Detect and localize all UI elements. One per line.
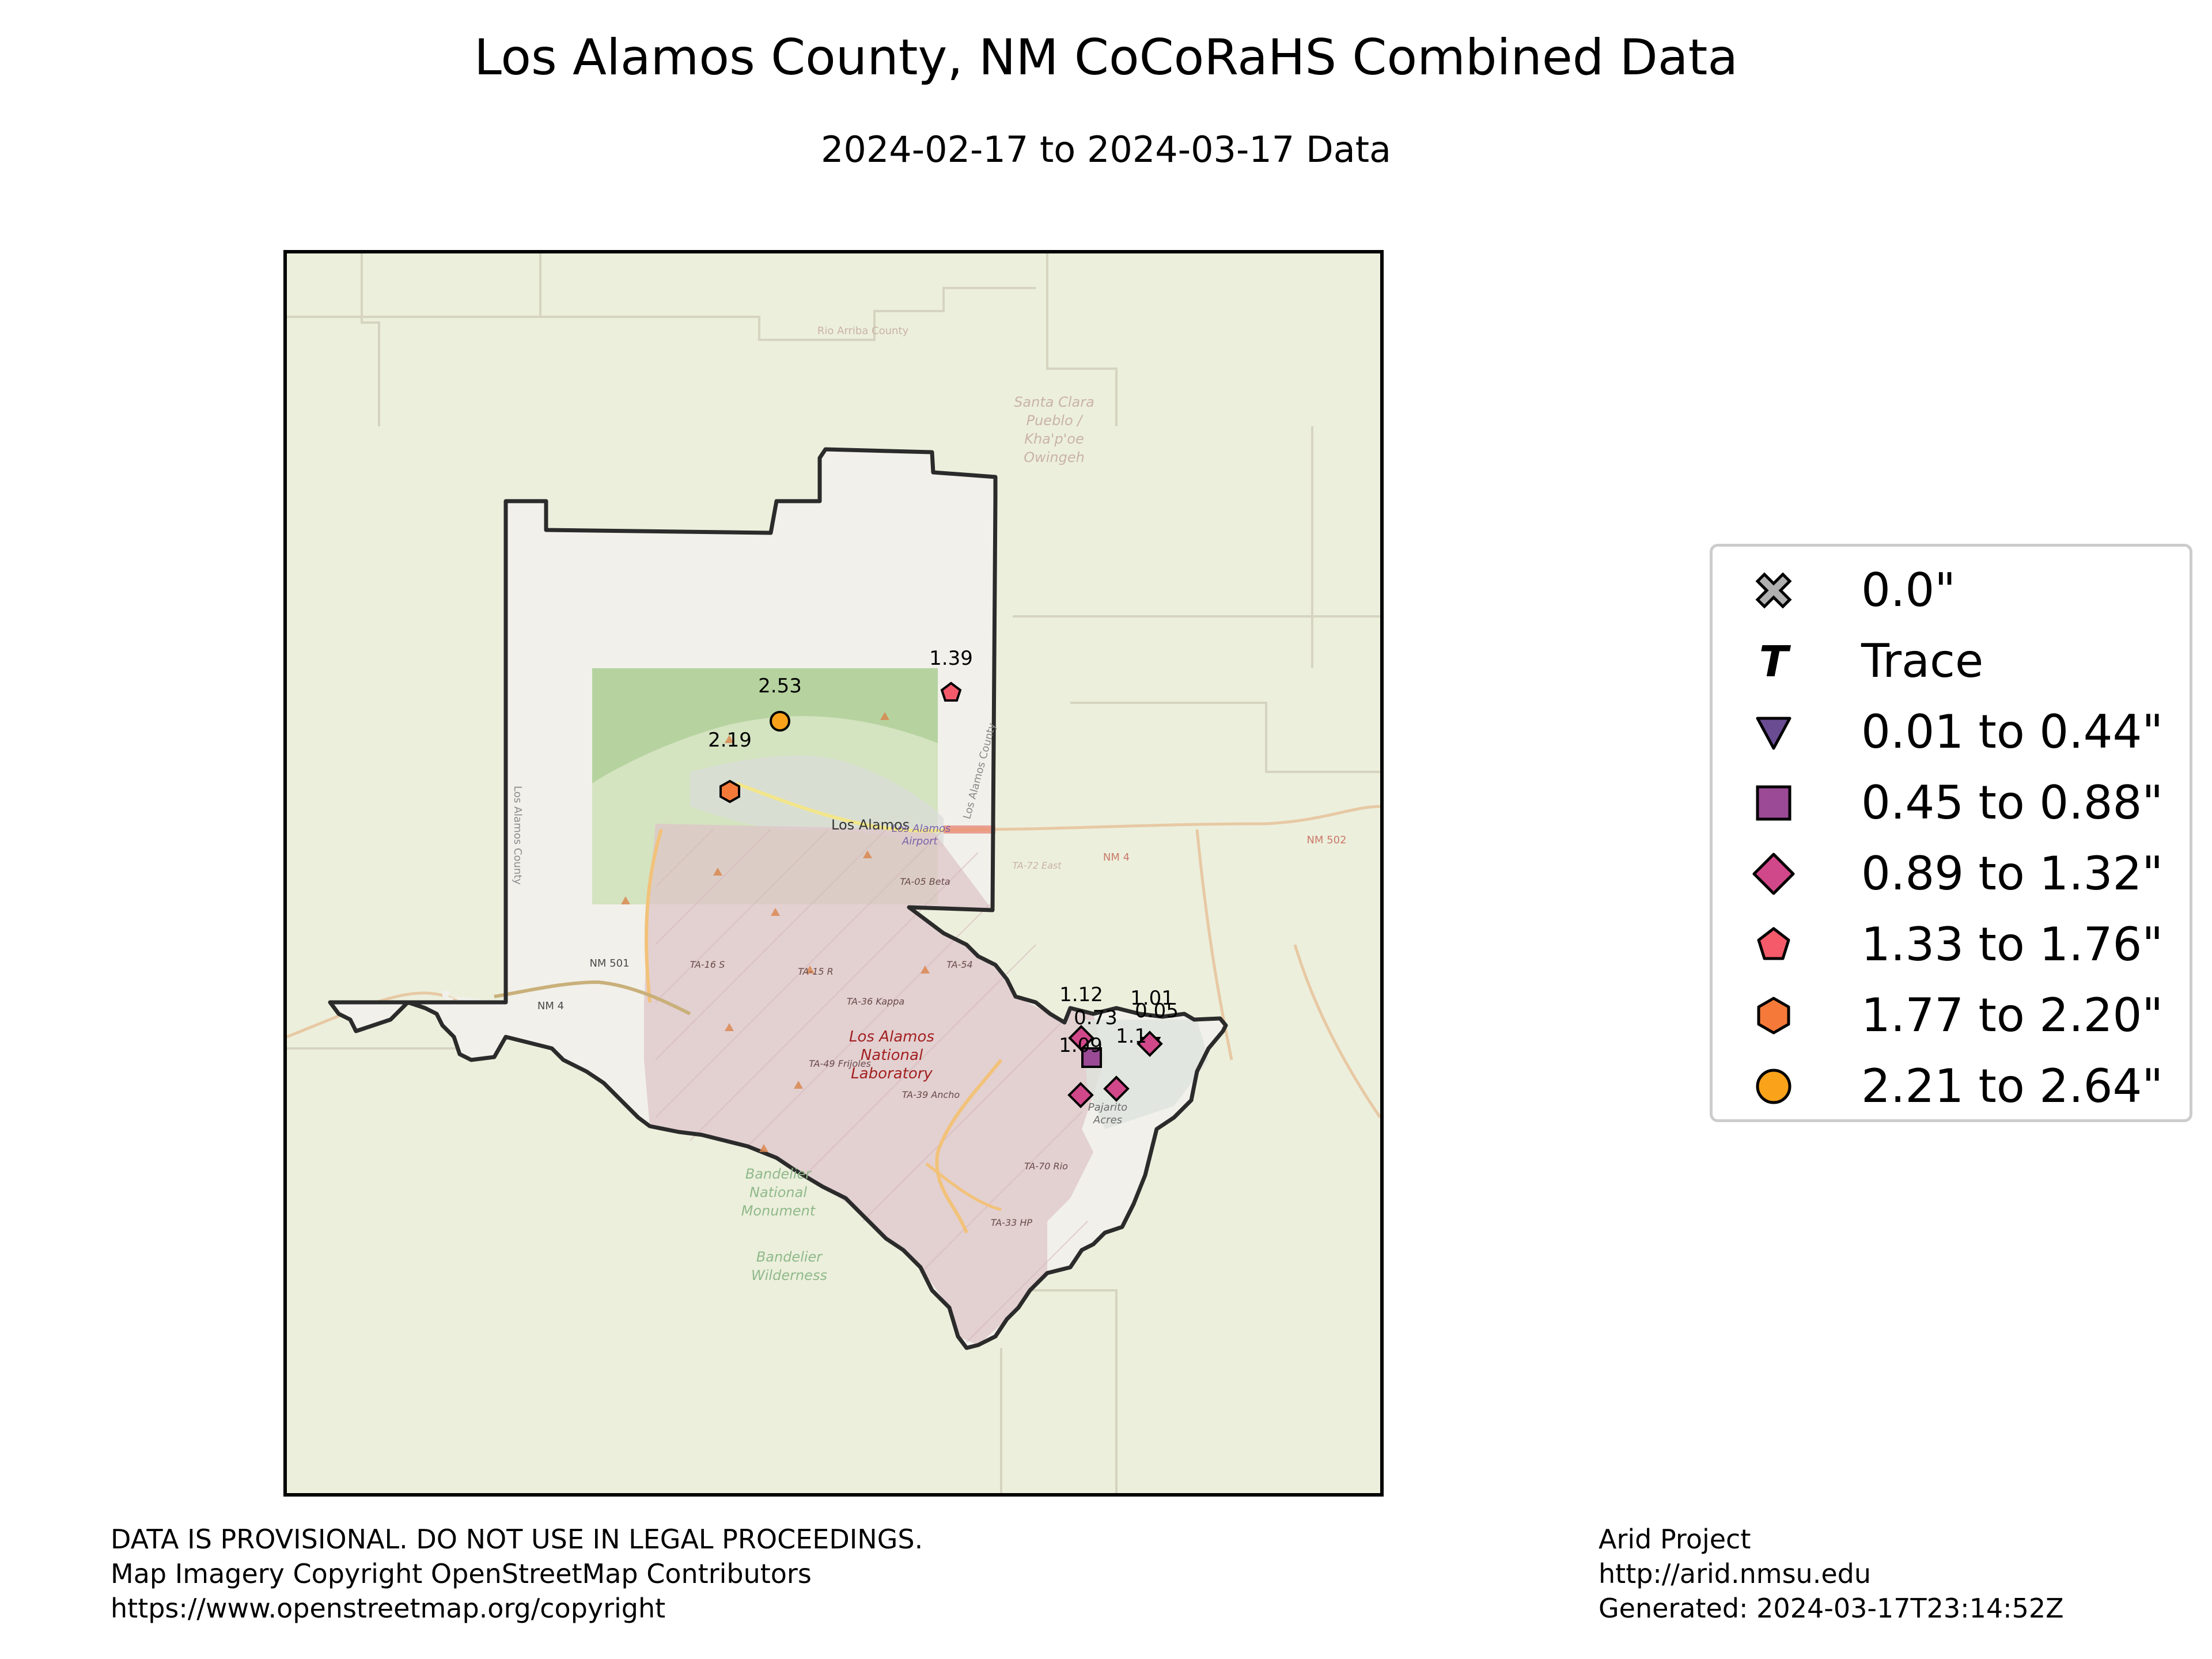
copyright-text: Map Imagery Copyright OpenStreetMap Cont…: [111, 1558, 812, 1589]
lab-label-1: Los Alamos: [849, 1028, 934, 1046]
bandelier-label-3: Monument: [741, 1203, 816, 1219]
white-rock-label-1: Pajarito: [1088, 1101, 1127, 1113]
diamond-icon: [1752, 853, 1795, 895]
circle-icon: [1756, 1069, 1791, 1104]
legend-label: 1.77 to 2.20": [1861, 988, 2164, 1042]
ta70-label: TA-70 Rio: [1024, 1161, 1068, 1172]
station-label: 0.73: [1074, 1006, 1118, 1029]
legend-item-range-6: 2.21 to 2.64": [1713, 1051, 2190, 1122]
credits-footer: Arid Project http://arid.nmsu.edu Generate…: [1599, 1522, 2064, 1626]
station-label: 0.05: [1135, 999, 1179, 1022]
copyright-link[interactable]: https://www.openstreetmap.org/copyright: [111, 1593, 666, 1624]
pueblo-label-4: Owingeh: [1024, 449, 1085, 465]
peak-markers: [621, 712, 930, 1152]
ta39-label: TA-39 Ancho: [902, 1089, 960, 1100]
legend-item-range-2: 0.45 to 0.88": [1713, 767, 2190, 838]
basemap: Los Alamos Los Alamos Airport Los Alamos…: [287, 253, 1380, 1493]
county-outline: [328, 447, 1228, 1350]
bandelier-label-2: National: [749, 1184, 807, 1200]
project-name: Arid Project: [1599, 1524, 1751, 1555]
nm4-east-label: NM 4: [1103, 851, 1130, 863]
ta15-label: TA-15 R: [798, 966, 834, 977]
legend-label: 1.33 to 1.76": [1861, 918, 2164, 971]
station-marker-diamond[interactable]: [1137, 1031, 1163, 1057]
station-label: 1.1: [1116, 1025, 1147, 1048]
legend-label: 0.01 to 0.44": [1861, 705, 2164, 759]
ta49-label: TA-49 Frijoles: [809, 1058, 871, 1069]
nm501-label: NM 501: [589, 957, 629, 969]
pueblo-label-2: Pueblo /: [1027, 412, 1084, 429]
map-title: Los Alamos County, NM CoCoRaHS Combined …: [474, 29, 1738, 86]
legend-label: 0.89 to 1.32": [1861, 847, 2164, 900]
legend-item-range-5: 1.77 to 2.20": [1713, 980, 2190, 1051]
legend-item-trace: T Trace: [1713, 626, 2190, 696]
legend-label: Trace: [1861, 634, 1984, 688]
legend-item-range-1: 0.01 to 0.44": [1713, 696, 2190, 767]
station-marker-hexagon[interactable]: [719, 779, 740, 804]
ta16-label: TA-16 S: [690, 959, 725, 970]
disclaimer-footer: DATA IS PROVISIONAL. DO NOT USE IN LEGAL…: [111, 1522, 923, 1626]
station-markers: [719, 681, 1163, 1108]
station-label: 2.53: [758, 675, 802, 698]
station-label: 1.39: [929, 647, 973, 670]
ta33-label: TA-33 HP: [991, 1217, 1033, 1228]
nm4-west-label: NM 4: [537, 1000, 564, 1012]
wilderness-label-2: Wilderness: [751, 1267, 827, 1283]
legend-item-range-4: 1.33 to 1.76": [1713, 909, 2190, 980]
pueblo-label-1: Santa Clara: [1014, 394, 1094, 410]
airport-label-2: Airport: [902, 835, 938, 847]
station-labels: 2.53 1.39 2.19 1.12 0.73 1.09 1.01 0.05 …: [708, 647, 1179, 1057]
station-marker-circle[interactable]: [770, 711, 790, 732]
x-marker-icon: [1755, 572, 1792, 609]
county-vertical-label: Los Alamos County: [512, 786, 524, 885]
wilderness-label-1: Bandelier: [756, 1249, 823, 1265]
forest-dense: [592, 668, 938, 783]
station-label: 1.09: [1059, 1034, 1103, 1057]
ta54-label: TA-54: [946, 959, 972, 970]
trace-t-icon: T: [1759, 639, 1791, 683]
town-label: Los Alamos: [831, 817, 910, 833]
pueblo-label-3: Kha'p'oe: [1024, 431, 1084, 447]
ta72-label: TA-72 East: [1013, 860, 1062, 871]
bandelier-label-1: Bandelier: [745, 1166, 812, 1182]
station-marker-diamond[interactable]: [1103, 1075, 1130, 1102]
nm502-label: NM 502: [1306, 834, 1346, 846]
generated-timestamp: Generated: 2024-03-17T23:14:52Z: [1599, 1593, 2064, 1624]
legend-label: 2.21 to 2.64": [1861, 1059, 2164, 1113]
laboratory-area: [644, 824, 1105, 1345]
station-label: 1.12: [1059, 983, 1103, 1006]
triangle-down-icon: [1756, 717, 1791, 750]
station-marker-square[interactable]: [1081, 1047, 1102, 1068]
legend-label: 0.0": [1861, 563, 1956, 617]
white-rock-area: [1082, 1020, 1209, 1129]
map-subtitle: 2024-02-17 to 2024-03-17 Data: [820, 128, 1392, 171]
legend-label: 0.45 to 0.88": [1861, 776, 2164, 830]
pentagon-icon: [1757, 927, 1790, 960]
station-marker-diamond[interactable]: [1067, 1082, 1094, 1108]
legend-item-zero: 0.0": [1713, 555, 2190, 626]
map-frame[interactable]: Los Alamos Los Alamos Airport Los Alamos…: [283, 250, 1384, 1497]
svg-text:T: T: [1759, 639, 1791, 683]
legend-item-range-3: 0.89 to 1.32": [1713, 838, 2190, 909]
rio-arriba-label: Rio Arriba County: [817, 325, 909, 337]
hexagon-icon: [1757, 997, 1790, 1035]
station-marker-pentagon[interactable]: [940, 681, 962, 702]
disclaimer-text: DATA IS PROVISIONAL. DO NOT USE IN LEGAL…: [111, 1524, 923, 1555]
lab-label-3: Laboratory: [851, 1065, 933, 1082]
legend: 0.0" T Trace 0.01 to 0.44" 0.45 to 0.88"…: [1710, 544, 2192, 1122]
project-link[interactable]: http://arid.nmsu.edu: [1599, 1558, 1871, 1589]
town-area: [690, 755, 944, 847]
ta05-label: TA-05 Beta: [900, 876, 950, 887]
square-icon: [1756, 785, 1791, 821]
lab-label-2: National: [861, 1047, 923, 1064]
white-rock-label-2: Acres: [1093, 1114, 1122, 1126]
main-roads: [494, 782, 1003, 1234]
station-label: 1.01: [1130, 987, 1174, 1010]
airport-label-1: Los Alamos: [892, 823, 950, 835]
station-label: 2.19: [708, 729, 752, 752]
laboratory-hatch: [655, 829, 1088, 1343]
ta36-label: TA-36 Kappa: [847, 996, 904, 1007]
